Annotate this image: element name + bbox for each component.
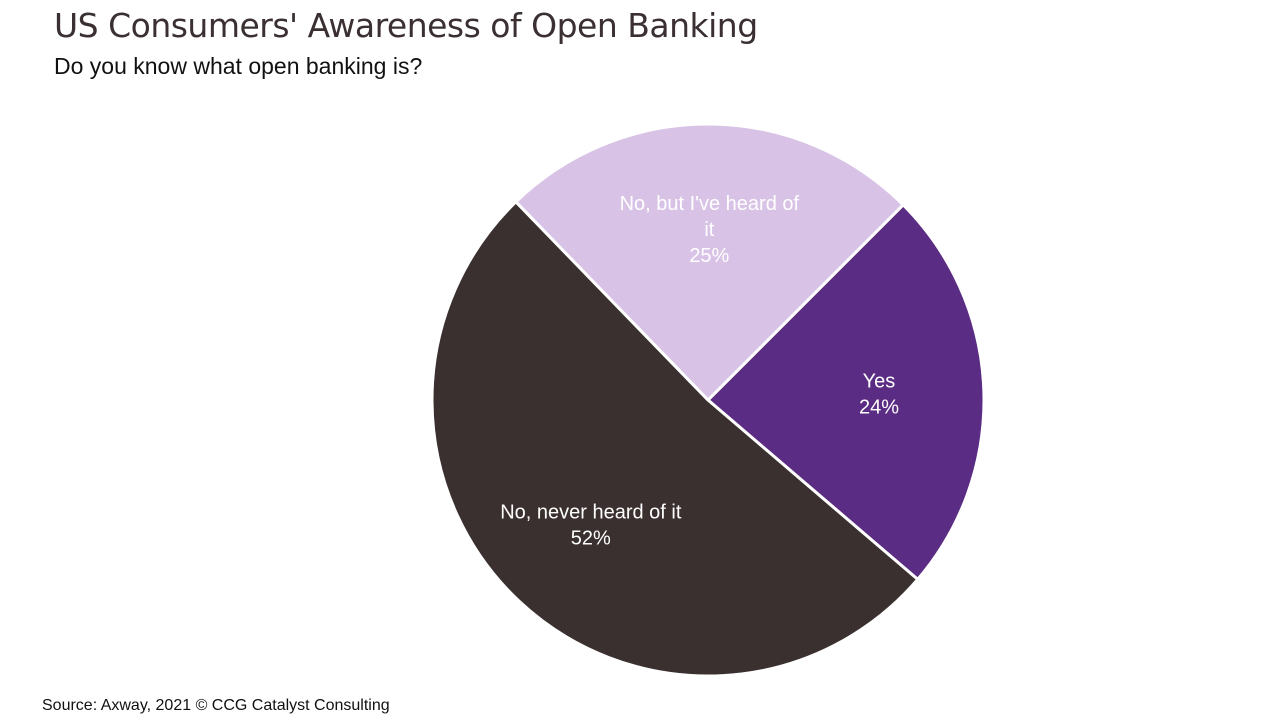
pie-labels: Yes 24% No, never heard of it 52% No, but I'…: [500, 193, 899, 550]
pie-slice-0: [706, 203, 986, 581]
pie-slice-2: [514, 122, 905, 402]
slice-label-2: No, but I've heard of it 25%: [620, 193, 800, 267]
slice-value-label: 25%: [689, 245, 729, 267]
slice-category-label: it: [704, 219, 714, 241]
chart-title: US Consumers' Awareness of Open Banking: [54, 6, 758, 45]
slice-value-label: 52%: [571, 528, 611, 550]
slice-category-label: No, but I've heard of: [620, 193, 800, 215]
pie-slice-1: [430, 200, 920, 678]
slice-label-1: No, never heard of it 52%: [500, 502, 682, 550]
pie-slices: [430, 122, 986, 678]
source-note: Source: Axway, 2021 © CCG Catalyst Consu…: [42, 697, 390, 714]
slice-category-label: Yes: [863, 370, 896, 392]
chart-subtitle: Do you know what open banking is?: [54, 53, 423, 79]
slice-label-0: Yes 24%: [859, 370, 899, 418]
slice-category-label: No, never heard of it: [500, 502, 682, 524]
slice-value-label: 24%: [859, 396, 899, 418]
